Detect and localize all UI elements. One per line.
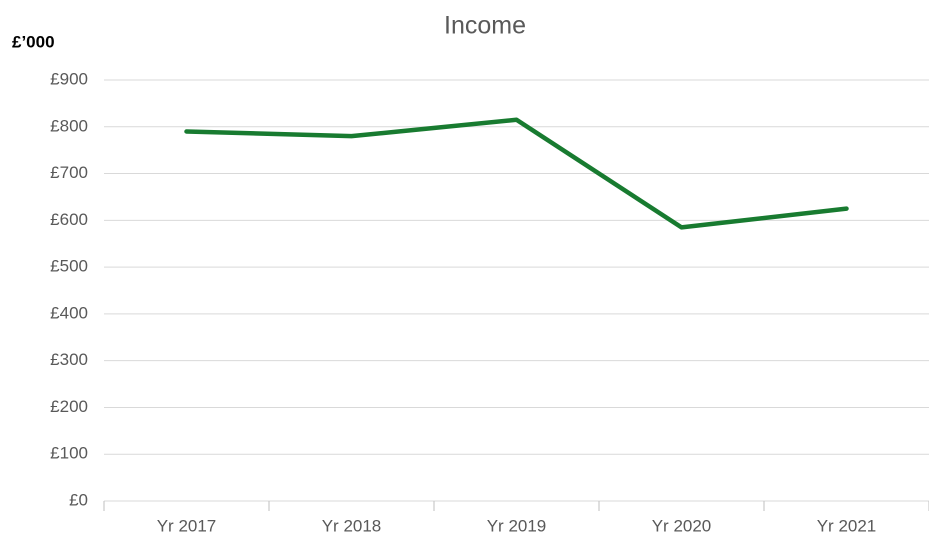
y-tick-label: £700: [50, 163, 88, 182]
line-series: [184, 117, 849, 230]
y-tick-label: £500: [50, 257, 88, 276]
chart-title: Income: [444, 12, 526, 40]
y-tick-label: £0: [69, 490, 88, 509]
x-tick-label: Yr 2019: [487, 516, 547, 535]
x-tick-label: Yr 2018: [322, 516, 382, 535]
x-tick-label: Yr 2021: [817, 516, 877, 535]
y-tick-label: £200: [50, 397, 88, 416]
y-tick-label: £600: [50, 210, 88, 229]
y-axis-label: £’000: [12, 32, 55, 51]
y-tick-label: £900: [50, 69, 88, 88]
y-tick-label: £300: [50, 350, 88, 369]
x-tick-label: Yr 2017: [157, 516, 217, 535]
y-tick-label: £800: [50, 116, 88, 135]
x-tick-label: Yr 2020: [652, 516, 712, 535]
y-tick-label: £100: [50, 444, 88, 463]
y-tick-label: £400: [50, 303, 88, 322]
